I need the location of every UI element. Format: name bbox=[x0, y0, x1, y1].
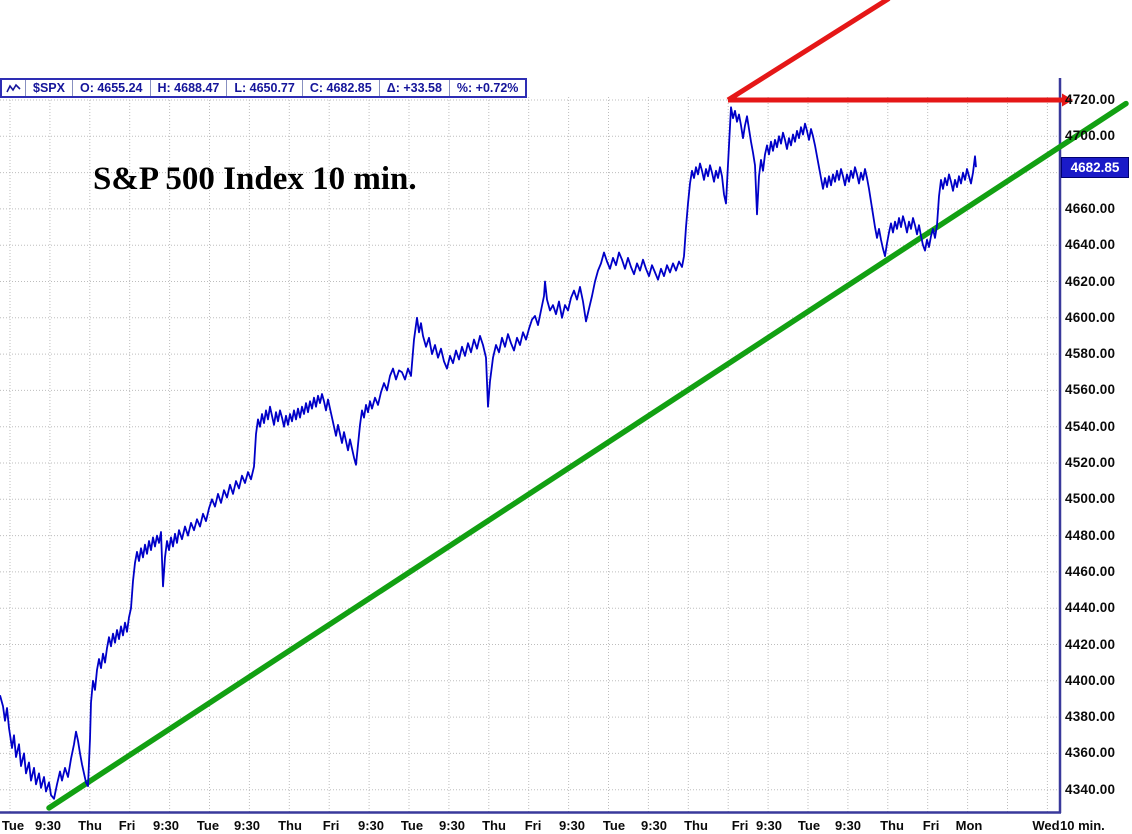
y-axis-label: 4380.00 bbox=[1065, 709, 1116, 725]
interval-label: 10 min. bbox=[1060, 818, 1105, 833]
y-axis-label: 4640.00 bbox=[1065, 237, 1116, 253]
x-axis-label: Tue bbox=[400, 818, 424, 833]
symbol-label: $SPX bbox=[33, 81, 65, 95]
y-axis-label: 4560.00 bbox=[1065, 382, 1116, 398]
quote-field: %: +0.72% bbox=[448, 80, 526, 96]
x-axis-label: Mon bbox=[955, 818, 983, 833]
x-axis-label: 9:30 bbox=[834, 818, 862, 833]
x-axis-label: Thu bbox=[684, 818, 708, 833]
quote-field: Δ: +33.58 bbox=[378, 80, 449, 96]
x-axis-label: Wed bbox=[1032, 818, 1060, 833]
x-axis-label: Fri bbox=[524, 818, 542, 833]
y-axis-label: 4580.00 bbox=[1065, 346, 1116, 362]
quote-header-bar: $SPX O: 4655.24 H: 4688.47 L: 4650.77 C: 468… bbox=[0, 78, 528, 98]
y-axis-label: 4440.00 bbox=[1065, 600, 1116, 616]
quote-field: H: 4688.47 bbox=[149, 80, 227, 96]
x-axis-label: Fri bbox=[922, 818, 940, 833]
x-axis-label: 9:30 bbox=[152, 818, 180, 833]
chart-title: S&P 500 Index 10 min. bbox=[93, 161, 417, 197]
x-axis-label: Fri bbox=[731, 818, 749, 833]
x-axis-label: Fri bbox=[322, 818, 340, 833]
red-projection-line[interactable] bbox=[726, 0, 891, 103]
y-axis-label: 4480.00 bbox=[1065, 527, 1116, 543]
x-axis-label: Thu bbox=[78, 818, 102, 833]
y-axis-label: 4620.00 bbox=[1065, 273, 1116, 289]
last-price-badge: 4682.85 bbox=[1061, 157, 1129, 178]
line-chart-icon[interactable] bbox=[2, 80, 26, 96]
x-axis-label: 9:30 bbox=[558, 818, 586, 833]
x-axis-label: Tue bbox=[196, 818, 220, 833]
x-axis-label: Tue bbox=[1, 818, 25, 833]
y-axis-label: 4420.00 bbox=[1065, 636, 1116, 652]
x-axis-label: 9:30 bbox=[233, 818, 261, 833]
quote-field: C: 4682.85 bbox=[301, 80, 379, 96]
x-axis-label: Tue bbox=[602, 818, 626, 833]
y-axis-label: 4600.00 bbox=[1065, 309, 1116, 325]
y-axis-label: 4500.00 bbox=[1065, 491, 1116, 507]
x-axis-label: 9:30 bbox=[755, 818, 783, 833]
x-axis-label: Fri bbox=[118, 818, 136, 833]
quote-field: O: 4655.24 bbox=[71, 80, 150, 96]
y-axis-label: 4460.00 bbox=[1065, 563, 1116, 579]
y-axis-label: 4700.00 bbox=[1065, 128, 1116, 144]
y-axis-label: 4660.00 bbox=[1065, 200, 1116, 216]
x-axis-label: Thu bbox=[482, 818, 506, 833]
y-axis-label: 4400.00 bbox=[1065, 672, 1116, 688]
x-axis-label: 9:30 bbox=[438, 818, 466, 833]
y-axis-label: 4360.00 bbox=[1065, 745, 1116, 761]
y-axis-label: 4520.00 bbox=[1065, 455, 1116, 470]
x-axis-label: 9:30 bbox=[34, 818, 62, 833]
x-axis-label: Thu bbox=[278, 818, 302, 833]
y-axis-label: 4340.00 bbox=[1065, 781, 1116, 797]
x-axis-label: 9:30 bbox=[640, 818, 668, 833]
x-axis-label: Thu bbox=[880, 818, 904, 833]
price-line bbox=[0, 106, 977, 800]
red-arrowhead-icon bbox=[1062, 93, 1073, 107]
quote-field: L: 4650.77 bbox=[226, 80, 301, 96]
y-axis-label: 4720.00 bbox=[1065, 92, 1116, 107]
x-axis-label: Tue bbox=[797, 818, 821, 833]
x-axis-label: 9:30 bbox=[357, 818, 385, 833]
green-trendline[interactable] bbox=[46, 100, 1129, 811]
y-axis-label: 4540.00 bbox=[1065, 418, 1116, 434]
